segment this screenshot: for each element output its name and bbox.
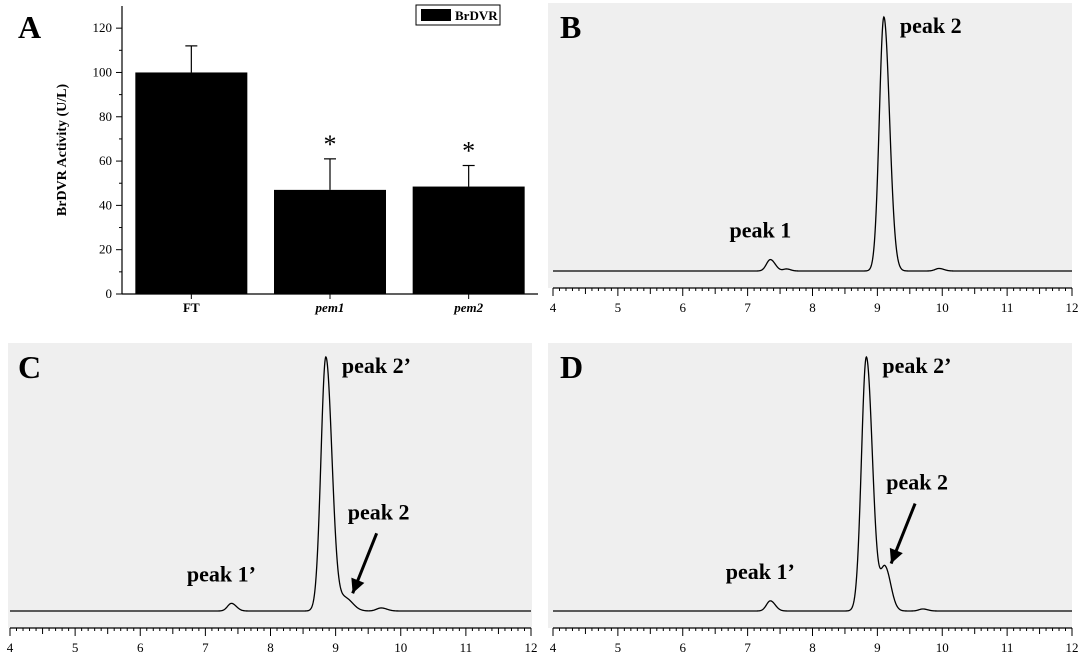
x-tick-label: 7	[744, 300, 751, 315]
panel-a-bar-chart: A BrDVR Activity (U/L) 0 20 40 60 80 100 120 FT…	[18, 4, 538, 315]
panel-c-chromatogram: C 4 5 6 7 8 9 10 11 12 peak 1’ peak 2’ peak 2	[7, 343, 538, 655]
x-tick-label: 10	[936, 300, 949, 315]
panel-letter-c: C	[18, 349, 41, 385]
significance-mark: *	[462, 137, 475, 166]
x-tick-label: 6	[680, 300, 687, 315]
x-tick-label: 5	[615, 300, 622, 315]
x-tick-label: 4	[550, 640, 557, 655]
peak-label: peak 1	[729, 218, 791, 243]
x-tick-label: 9	[332, 640, 339, 655]
peak-label: peak 1’	[726, 559, 795, 584]
chromatogram-b: 4 5 6 7 8 9 10 11 12 peak 1 peak 2	[550, 13, 1079, 315]
bar-plot-area: 0 20 40 60 80 100 120 FT * pem1 * pem2	[93, 6, 538, 315]
chromatogram-trace	[10, 355, 531, 612]
y-tick-label: 100	[93, 64, 113, 79]
y-tick-label: 60	[99, 153, 112, 168]
x-tick-label: 5	[72, 640, 79, 655]
peak-label: peak 2	[348, 499, 410, 524]
x-tick-label: 8	[809, 300, 816, 315]
panel-letter-d: D	[560, 349, 583, 385]
panel-letter-a: A	[18, 9, 41, 45]
legend: BrDVR	[415, 4, 501, 26]
plot-background-d	[548, 343, 1072, 628]
arrow-head	[889, 547, 903, 564]
x-tick-label: 6	[680, 640, 687, 655]
peak-label: peak 2	[886, 470, 948, 495]
arrow-head	[351, 577, 365, 594]
x-tick-label: 9	[874, 300, 881, 315]
x-tick-label: 8	[809, 640, 816, 655]
x-tick-label: 12	[1066, 640, 1079, 655]
x-tick-label: 7	[202, 640, 209, 655]
y-tick-label: 40	[99, 197, 112, 212]
chromatogram-trace	[553, 15, 1072, 272]
bar-pem1	[274, 189, 386, 294]
x-tick-label: 4	[7, 640, 14, 655]
chromatogram-d: 4 5 6 7 8 9 10 11 12 peak 1’ peak 2’ peak 2	[550, 353, 1079, 655]
y-tick-label: 80	[99, 109, 112, 124]
legend-label: BrDVR	[455, 8, 498, 23]
x-tick-label: 11	[1001, 300, 1014, 315]
category-label: pem1	[315, 300, 345, 315]
legend-swatch	[421, 9, 451, 21]
y-tick-label: 0	[106, 286, 113, 301]
x-tick-label: 7	[744, 640, 751, 655]
y-tick-label: 120	[93, 20, 113, 35]
panel-d-chromatogram: D 4 5 6 7 8 9 10 11 12 peak 1’ peak 2’ peak 2	[548, 343, 1079, 655]
x-tick-label: 5	[615, 640, 622, 655]
peak-label: peak 2’	[882, 353, 951, 378]
plot-background-b	[548, 3, 1072, 288]
category-label: FT	[183, 300, 200, 315]
panel-letter-b: B	[560, 9, 581, 45]
bar-FT	[135, 72, 248, 294]
x-tick-label: 10	[394, 640, 407, 655]
significance-mark: *	[324, 130, 337, 159]
y-tick-label: 20	[99, 242, 112, 257]
x-tick-label: 10	[936, 640, 949, 655]
panel-b-chromatogram: B 4 5 6 7 8 9 10 11 12 peak 1 peak 2	[548, 3, 1079, 315]
x-tick-label: 11	[460, 640, 473, 655]
category-label: pem2	[453, 300, 483, 315]
peak-label: peak 2	[900, 13, 962, 38]
chromatogram-c: 4 5 6 7 8 9 10 11 12 peak 1’ peak 2’ peak 2	[7, 353, 538, 655]
y-axis-label: BrDVR Activity (U/L)	[55, 84, 70, 217]
x-tick-label: 4	[550, 300, 557, 315]
peak-label: peak 2’	[342, 353, 411, 378]
bar-pem2	[412, 186, 525, 294]
x-tick-label: 9	[874, 640, 881, 655]
x-tick-label: 8	[267, 640, 274, 655]
x-tick-label: 12	[525, 640, 538, 655]
peak-label: peak 1’	[187, 561, 256, 586]
chromatogram-trace	[553, 355, 1072, 612]
x-tick-label: 12	[1066, 300, 1079, 315]
x-tick-label: 11	[1001, 640, 1014, 655]
x-tick-label: 6	[137, 640, 144, 655]
plot-background-c	[8, 343, 532, 628]
